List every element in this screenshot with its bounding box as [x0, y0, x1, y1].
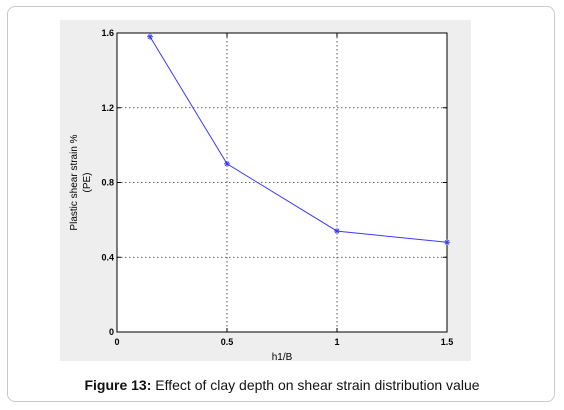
y-axis-label-line-2: (PE) — [82, 173, 93, 193]
caption-text: Effect of clay depth on shear strain dis… — [151, 377, 480, 393]
data-point-marker — [334, 228, 340, 235]
x-tick-label: 0 — [114, 337, 119, 347]
data-point-marker — [444, 239, 450, 246]
y-tick-label: 0 — [109, 327, 114, 337]
x-tick-label: 1.5 — [441, 337, 454, 347]
figure-caption: Figure 13: Effect of clay depth on shear… — [0, 377, 564, 393]
data-point-marker — [224, 160, 230, 167]
y-axis-label-line-1: Plastic shear strain % — [69, 134, 80, 230]
x-tick-label: 0.5 — [221, 337, 234, 347]
caption-label: Figure 13: — [84, 377, 152, 393]
series-line-0 — [149, 36, 448, 243]
x-tick-label: 1 — [334, 337, 339, 347]
data-point-marker — [147, 33, 153, 40]
y-tick-label: 1.6 — [101, 28, 114, 38]
x-axis-label: h1/B — [272, 352, 293, 363]
y-tick-label: 0.4 — [101, 252, 114, 262]
y-tick-label: 1.2 — [101, 103, 114, 113]
y-tick-label: 0.8 — [101, 178, 114, 188]
